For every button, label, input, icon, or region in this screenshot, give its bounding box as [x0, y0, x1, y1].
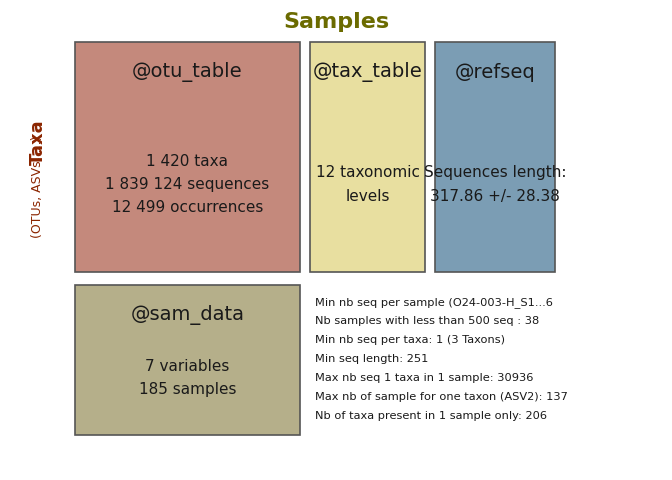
Text: Taxa: Taxa [29, 119, 47, 165]
Text: 12 taxonomic
levels: 12 taxonomic levels [315, 166, 419, 204]
Text: Samples: Samples [283, 12, 389, 32]
Text: Min nb seq per sample (O24-003-H_S1...6: Min nb seq per sample (O24-003-H_S1...6 [315, 297, 553, 308]
Bar [310, 42, 425, 272]
Text: 1 420 taxa
1 839 124 sequences
12 499 occurrences: 1 420 taxa 1 839 124 sequences 12 499 oc… [106, 154, 269, 216]
Text: (OTUs, ASVs, ...): (OTUs, ASVs, ...) [32, 136, 44, 238]
Text: @refseq: @refseq [455, 62, 536, 82]
Text: @sam_data: @sam_data [130, 305, 245, 325]
Text: @otu_table: @otu_table [132, 62, 243, 82]
Bar [435, 42, 555, 272]
Text: Min seq length: 251: Min seq length: 251 [315, 354, 428, 364]
Bar [75, 42, 300, 272]
Text: Nb samples with less than 500 seq : 38: Nb samples with less than 500 seq : 38 [315, 316, 539, 326]
Text: Max nb of sample for one taxon (ASV2): 137: Max nb of sample for one taxon (ASV2): 1… [315, 392, 568, 402]
Bar [75, 285, 300, 435]
Text: Nb of taxa present in 1 sample only: 206: Nb of taxa present in 1 sample only: 206 [315, 411, 547, 421]
Text: Min nb seq per taxa: 1 (3 Taxons): Min nb seq per taxa: 1 (3 Taxons) [315, 335, 505, 345]
Text: Sequences length:
317.86 +/- 28.38: Sequences length: 317.86 +/- 28.38 [424, 166, 566, 204]
Text: @tax_table: @tax_table [312, 62, 423, 82]
Text: Max nb seq 1 taxa in 1 sample: 30936: Max nb seq 1 taxa in 1 sample: 30936 [315, 373, 534, 383]
Text: 7 variables
185 samples: 7 variables 185 samples [138, 359, 237, 397]
